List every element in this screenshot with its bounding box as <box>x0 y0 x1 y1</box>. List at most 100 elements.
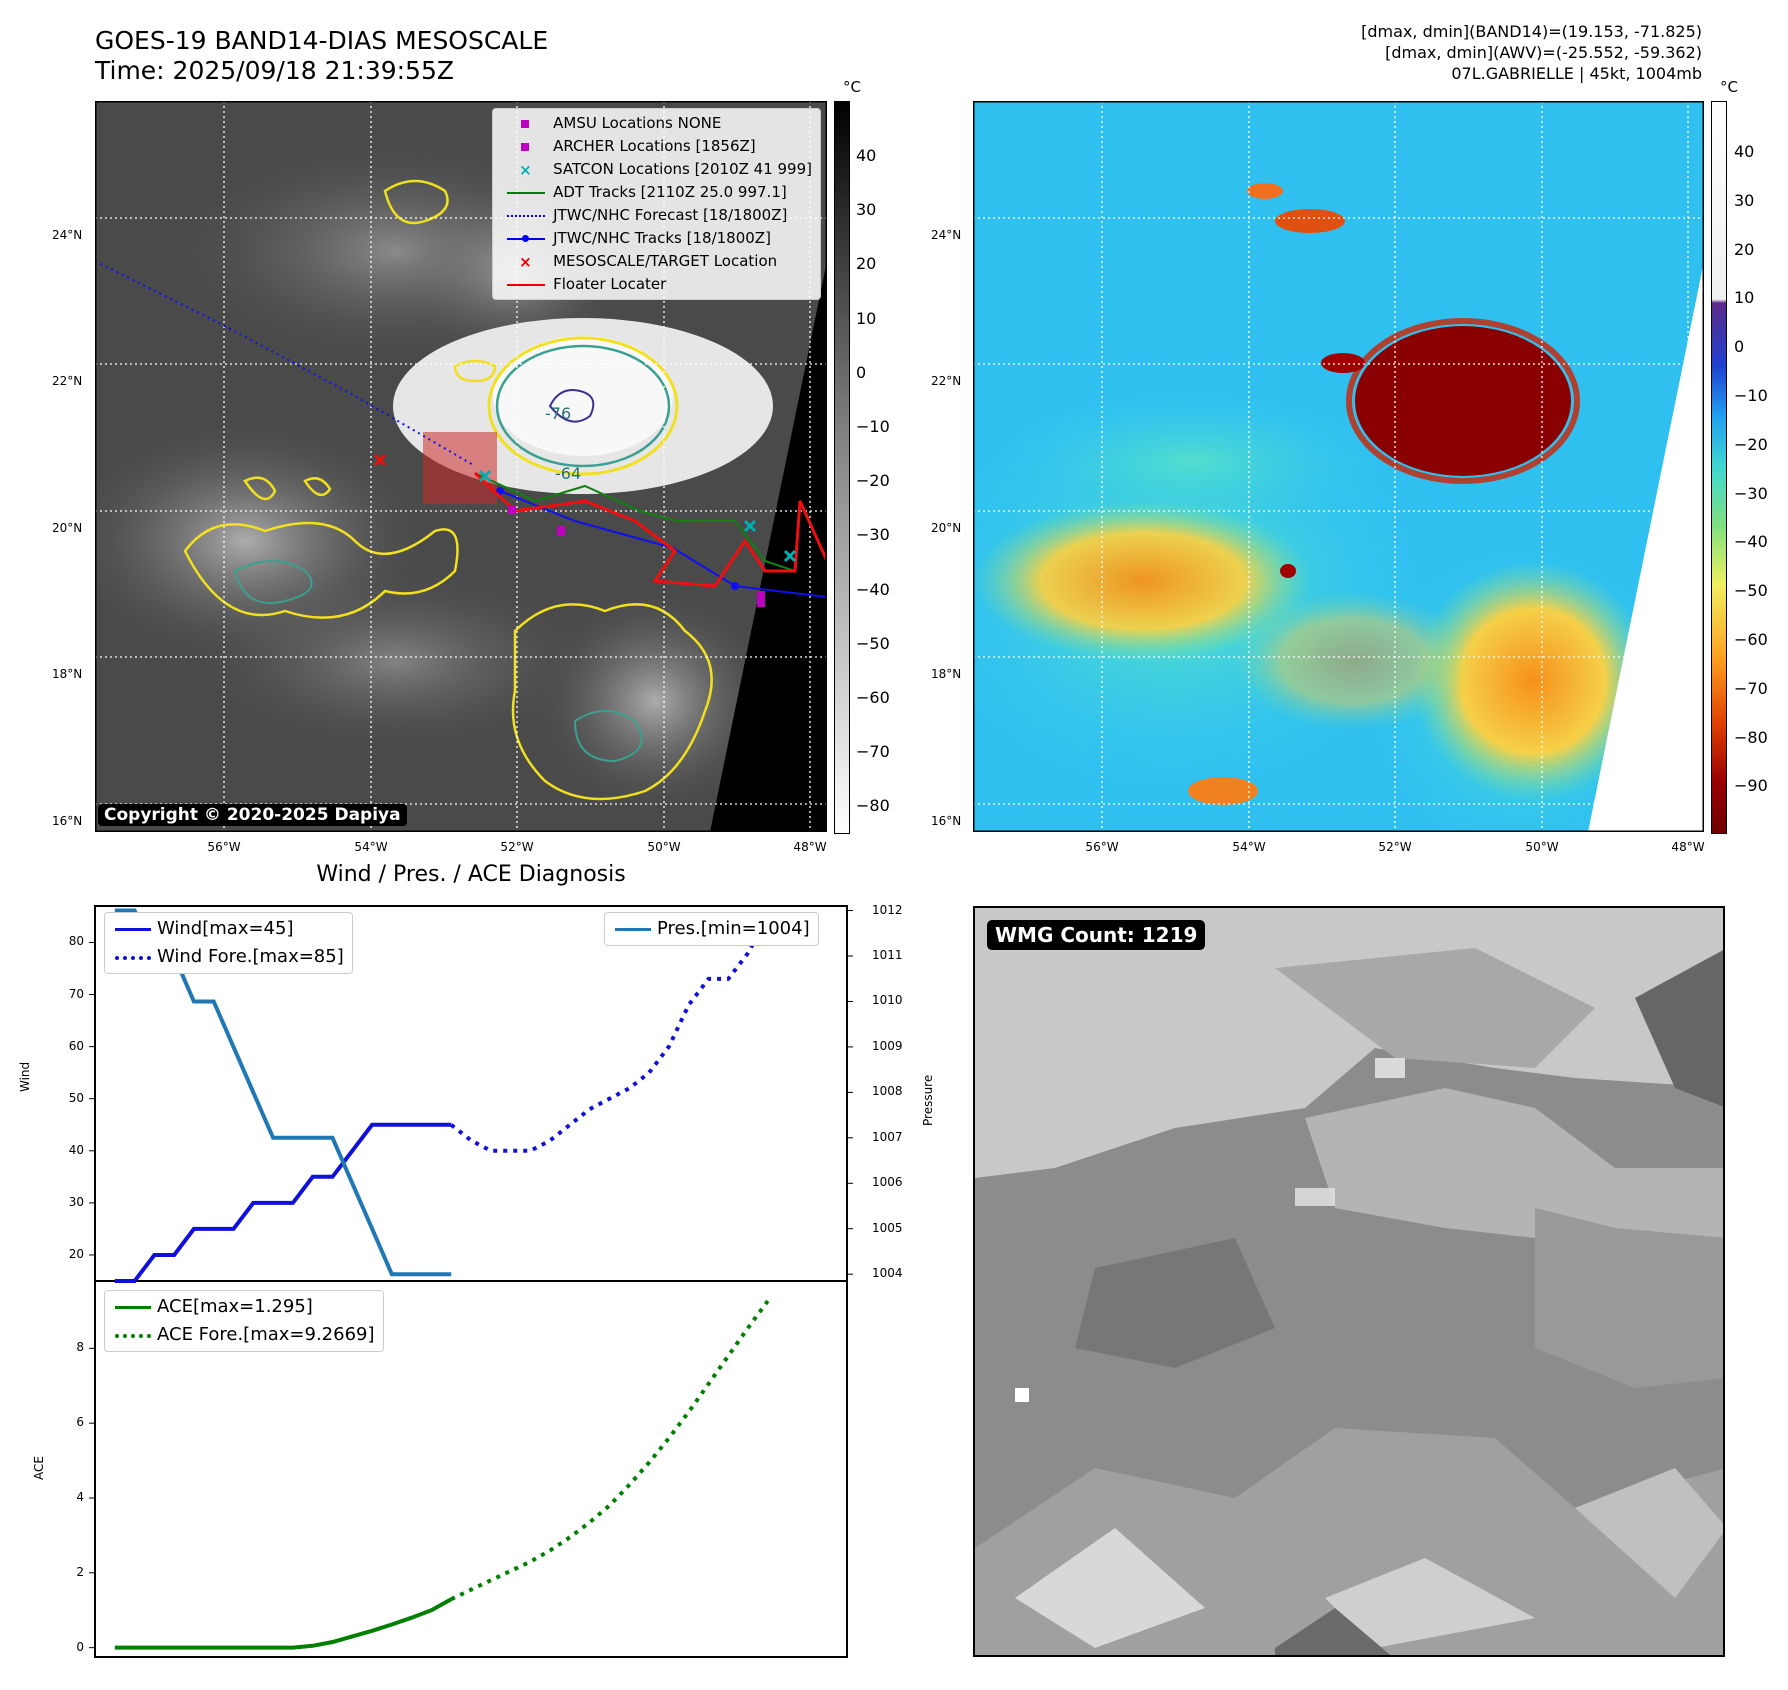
pressure-tick-label: 1004 <box>872 1266 903 1281</box>
dotted-line-icon <box>507 214 546 217</box>
colorbar-tick-label: 30 <box>1734 190 1755 210</box>
wmg-image <box>975 908 1723 1655</box>
colorbar-tick-label: −60 <box>1734 630 1768 649</box>
wmg-count-badge: WMG Count: 1219 <box>987 920 1206 950</box>
lat-tick-label: 18°N <box>52 667 83 681</box>
colorbar-tick-label: −80 <box>1734 727 1768 747</box>
ace-tick-label: 8 <box>76 1340 84 1355</box>
colorbar-tick-label: −10 <box>1734 386 1768 405</box>
color-map-image <box>913 101 1704 861</box>
pressure-tick-label: 1009 <box>872 1038 903 1053</box>
ace-tick-label: 0 <box>76 1639 84 1654</box>
chart-title: GOES-19 BAND14-DIAS MESOSCALE <box>95 26 549 55</box>
wind-tick-label: 70 <box>68 986 84 1001</box>
lat-tick-label: 22°N <box>52 374 83 388</box>
wind-tick-label: 60 <box>68 1038 84 1053</box>
lon-tick-label: 50°W <box>647 840 681 854</box>
stats-awv: [dmax, dmin](AWV)=(-25.552, -59.362) <box>1385 43 1702 62</box>
colorbar-tick-label: −20 <box>1734 434 1768 454</box>
wind-tick-label: 30 <box>68 1194 84 1209</box>
lon-tick-label: 48°W <box>793 840 827 854</box>
ace-tick-label: 2 <box>76 1564 84 1579</box>
contour-label-64: -64 <box>555 464 581 483</box>
ace-axis-label: ACE <box>32 1456 46 1480</box>
line-marker-icon <box>615 928 651 931</box>
wind-tick-label: 40 <box>68 1142 84 1157</box>
color-colorbar <box>1711 101 1727 834</box>
target-location-icon <box>373 453 387 467</box>
dotted-line-icon <box>115 1334 151 1338</box>
lat-tick-label: 24°N <box>931 228 962 242</box>
lat-tick-label: 22°N <box>931 374 962 388</box>
colorbar-tick-label: 10 <box>1734 288 1755 308</box>
legend-item-floater: Floater Locater <box>501 273 812 296</box>
lon-tick-label: 52°W <box>1378 840 1412 854</box>
pressure-tick-label: 1012 <box>872 902 903 917</box>
colorbar-tick-label: 20 <box>856 254 877 274</box>
ace-tick-label: 4 <box>76 1489 84 1504</box>
series-line-wind-fore- <box>449 915 770 1153</box>
stats-band14: [dmax, dmin](BAND14)=(19.153, -71.825) <box>1361 22 1702 41</box>
pressure-tick-label: 1008 <box>872 1084 903 1099</box>
line-marker-icon <box>507 191 546 194</box>
ir-map-panel: -76 -64 <box>65 101 829 832</box>
colorbar-tick-label: −70 <box>1734 678 1768 698</box>
colorbar-tick-label: −20 <box>856 471 890 491</box>
colorbar-tick-label: 40 <box>1734 142 1755 161</box>
chart-time: Time: 2025/09/18 21:39:55Z <box>95 56 454 85</box>
square-marker-icon <box>521 119 530 128</box>
colorbar-tick-label: −30 <box>856 525 890 545</box>
x-marker-icon: × <box>519 252 532 271</box>
lat-tick-label: 20°N <box>931 521 962 535</box>
colorbar-tick-label: −10 <box>856 417 890 436</box>
colorbar-tick-label: 30 <box>856 200 877 220</box>
colorbar-tick-label: 20 <box>1734 239 1755 259</box>
legend-item-wind: Wind[max=45] <box>113 915 344 943</box>
colorbar-tick-label: 0 <box>1734 337 1745 357</box>
pressure-tick-label: 1005 <box>872 1220 903 1235</box>
jtwc-forecast-track <box>94 260 476 467</box>
colorbar-tick-label: 0 <box>856 362 867 382</box>
series-line-ace <box>114 1597 453 1650</box>
ace-tick-label: 6 <box>76 1415 84 1430</box>
lon-tick-label: 54°W <box>1232 840 1266 854</box>
x-marker-icon: × <box>519 160 532 179</box>
series-line-wind <box>114 1122 452 1283</box>
lat-tick-label: 18°N <box>931 667 962 681</box>
legend-item-forecast: JTWC/NHC Forecast [18/1800Z] <box>501 204 812 227</box>
colorbar-tick-label: −40 <box>1734 532 1768 552</box>
lon-tick-label: 48°W <box>1671 840 1705 854</box>
legend-item-ace-fore: ACE Fore.[max=9.2669] <box>113 1321 375 1349</box>
legend-item-pressure: Pres.[min=1004] <box>613 915 810 943</box>
floater-box <box>423 432 497 504</box>
legend-item-satcon: × SATCON Locations [2010Z 41 999] <box>501 158 812 181</box>
wind-legend: Wind[max=45] Wind Fore.[max=85] <box>104 912 353 974</box>
legend-item-wind-fore: Wind Fore.[max=85] <box>113 943 344 971</box>
line-marker-icon <box>507 283 546 286</box>
ir-colorbar-unit: °C <box>843 78 861 96</box>
square-marker-icon <box>521 142 530 151</box>
line-marker-icon <box>115 1306 151 1309</box>
colorbar-tick-label: −30 <box>1734 483 1768 503</box>
colorbar-tick-label: −50 <box>1734 581 1768 601</box>
wind-axis-label: Wind <box>18 1061 32 1092</box>
legend-item-target: × MESOSCALE/TARGET Location <box>501 250 812 273</box>
lon-tick-label: 56°W <box>207 840 241 854</box>
pressure-tick-label: 1010 <box>872 993 903 1008</box>
lat-tick-label: 16°N <box>52 814 83 828</box>
legend-item-tracks: JTWC/NHC Tracks [18/1800Z] <box>501 227 812 250</box>
ace-legend: ACE[max=1.295] ACE Fore.[max=9.2669] <box>104 1290 384 1352</box>
wind-tick-label: 50 <box>68 1090 84 1105</box>
legend-item-archer: ARCHER Locations [1856Z] <box>501 135 812 158</box>
diag-title: Wind / Pres. / ACE Diagnosis <box>316 862 626 887</box>
color-map-panel <box>913 101 1704 861</box>
line-marker-icon <box>115 928 151 931</box>
floater-track <box>473 471 829 588</box>
colorbar-tick-label: −70 <box>856 742 890 762</box>
adt-track <box>474 472 796 572</box>
dotted-line-icon <box>115 956 151 960</box>
pressure-tick-label: 1006 <box>872 1175 903 1190</box>
copyright-badge: Copyright © 2020-2025 Dapiya <box>98 804 407 826</box>
colorbar-tick-label: −90 <box>1734 776 1768 796</box>
ir-legend: AMSU Locations NONE ARCHER Locations [18… <box>492 108 821 300</box>
